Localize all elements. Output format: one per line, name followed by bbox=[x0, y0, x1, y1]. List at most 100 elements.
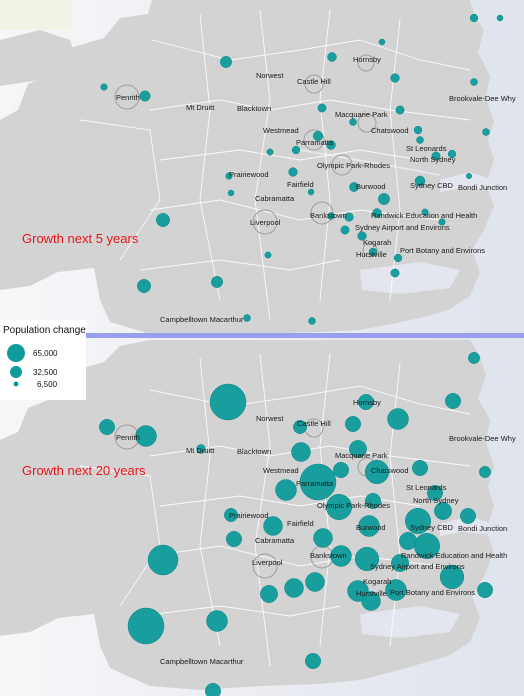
place-label: Brookvale-Dee Why bbox=[449, 434, 516, 443]
population-bubble bbox=[333, 462, 349, 478]
place-label: Penrith bbox=[116, 93, 140, 102]
population-bubble bbox=[387, 408, 409, 430]
population-bubble bbox=[395, 105, 405, 115]
botany-bay bbox=[360, 262, 460, 294]
legend-bubble-medium bbox=[10, 366, 22, 378]
place-label: Hornsby bbox=[353, 398, 381, 407]
panel-top: Norwest Castle Hill Hornsby Penrith Mt Druit… bbox=[0, 0, 524, 334]
place-label: Port Botany and Environs bbox=[390, 588, 475, 597]
place-label: Liverpool bbox=[252, 558, 283, 567]
population-bubble bbox=[100, 83, 108, 91]
place-label: Kogarah bbox=[363, 577, 391, 586]
place-label: Liverpool bbox=[250, 218, 281, 227]
population-bubble bbox=[354, 546, 380, 572]
legend-label-medium: 32,500 bbox=[33, 368, 58, 377]
population-bubble bbox=[211, 276, 223, 288]
population-bubble bbox=[305, 572, 325, 592]
legend: Population change 65,000 32,500 6,500 bbox=[0, 320, 86, 400]
place-label: Sydney Airport and Environs bbox=[370, 562, 465, 571]
place-label: Cabramatta bbox=[255, 536, 295, 545]
population-bubble bbox=[225, 172, 233, 180]
place-label: Sydney CBD bbox=[410, 523, 454, 532]
place-label: Fairfield bbox=[287, 180, 314, 189]
labels-bottom: Norwest Castle Hill Hornsby Penrith Mt Druit… bbox=[116, 398, 516, 666]
bubbles-top bbox=[100, 13, 504, 325]
population-bubble bbox=[284, 578, 304, 598]
place-label: Brookvale-Dee Why bbox=[449, 94, 516, 103]
place-label: Westmead bbox=[263, 126, 299, 135]
population-bubble bbox=[227, 189, 235, 197]
harbour bbox=[440, 172, 492, 192]
population-bubble bbox=[427, 485, 443, 501]
population-bubble bbox=[156, 213, 170, 227]
panel-divider bbox=[84, 333, 524, 339]
population-bubble bbox=[288, 167, 298, 177]
legend-bubble-small bbox=[13, 381, 19, 387]
population-bubble bbox=[390, 268, 400, 278]
population-bubble bbox=[224, 508, 238, 522]
population-bubble bbox=[313, 528, 333, 548]
legend-bubble-large bbox=[7, 344, 25, 362]
place-label: Fairfield bbox=[287, 519, 314, 528]
population-bubble bbox=[137, 279, 151, 293]
population-bubble bbox=[99, 419, 115, 435]
population-bubble bbox=[414, 533, 440, 559]
place-label: Penrith bbox=[116, 433, 140, 442]
population-bubble bbox=[391, 554, 409, 572]
legend-label-large: 65,000 bbox=[33, 349, 58, 358]
river bbox=[299, 149, 441, 176]
west-land bbox=[0, 30, 80, 86]
population-bubble bbox=[385, 579, 407, 601]
population-bubble bbox=[393, 253, 403, 263]
place-label: Blacktown bbox=[237, 104, 271, 113]
population-bubble bbox=[349, 118, 357, 126]
population-bubble bbox=[327, 52, 337, 62]
population-bubble bbox=[357, 231, 367, 241]
place-label: North Sydney bbox=[410, 155, 456, 164]
place-label: Chatswood bbox=[371, 466, 409, 475]
population-bubble bbox=[364, 459, 390, 485]
place-label: Norwest bbox=[256, 71, 284, 80]
place-label: Parramatta bbox=[296, 479, 334, 488]
place-label: Westmead bbox=[263, 466, 299, 475]
population-bubble bbox=[412, 460, 428, 476]
place-label: Olympic Park-Rhodes bbox=[317, 501, 390, 510]
place-label: Macquarie Park bbox=[335, 110, 388, 119]
place-label: Mt Druitt bbox=[186, 103, 215, 112]
population-bubble bbox=[209, 383, 247, 421]
top-left-shaded-area bbox=[0, 0, 72, 30]
population-bubble bbox=[263, 516, 283, 536]
botany-bay bbox=[360, 606, 460, 638]
place-label: Olympic Park-Rhodes bbox=[317, 161, 390, 170]
population-bubble bbox=[439, 564, 465, 590]
population-bubble bbox=[275, 479, 297, 501]
panel-title-top: Growth next 5 years bbox=[22, 231, 139, 246]
population-bubble bbox=[243, 314, 251, 322]
population-bubble bbox=[139, 90, 151, 102]
place-label: Bondi Junction bbox=[458, 183, 507, 192]
place-label: Port Botany and Environs bbox=[400, 246, 485, 255]
population-bubble bbox=[349, 182, 359, 192]
population-bubble bbox=[421, 208, 429, 216]
population-bubble bbox=[469, 13, 479, 23]
population-bubble bbox=[390, 73, 400, 83]
population-bubble bbox=[482, 128, 490, 136]
bubbles-bottom bbox=[99, 352, 493, 696]
place-label: St Leonards bbox=[406, 483, 447, 492]
population-bubble bbox=[477, 582, 493, 598]
population-bubble bbox=[405, 508, 431, 534]
population-bubble bbox=[340, 225, 350, 235]
population-bubble bbox=[496, 14, 504, 22]
population-bubble bbox=[135, 425, 157, 447]
population-bubble bbox=[291, 145, 301, 155]
population-bubble bbox=[378, 193, 390, 205]
population-bubble bbox=[431, 151, 441, 161]
population-bubble bbox=[206, 610, 228, 632]
place-label: Sydney Airport and Environs bbox=[355, 223, 450, 232]
population-bubble bbox=[147, 544, 179, 576]
population-bubble bbox=[307, 188, 315, 196]
population-bubble bbox=[368, 247, 378, 257]
population-bubble bbox=[468, 352, 480, 364]
population-bubble bbox=[313, 131, 323, 141]
